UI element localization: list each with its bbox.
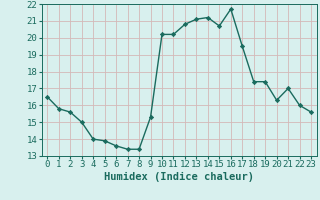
X-axis label: Humidex (Indice chaleur): Humidex (Indice chaleur)	[104, 172, 254, 182]
